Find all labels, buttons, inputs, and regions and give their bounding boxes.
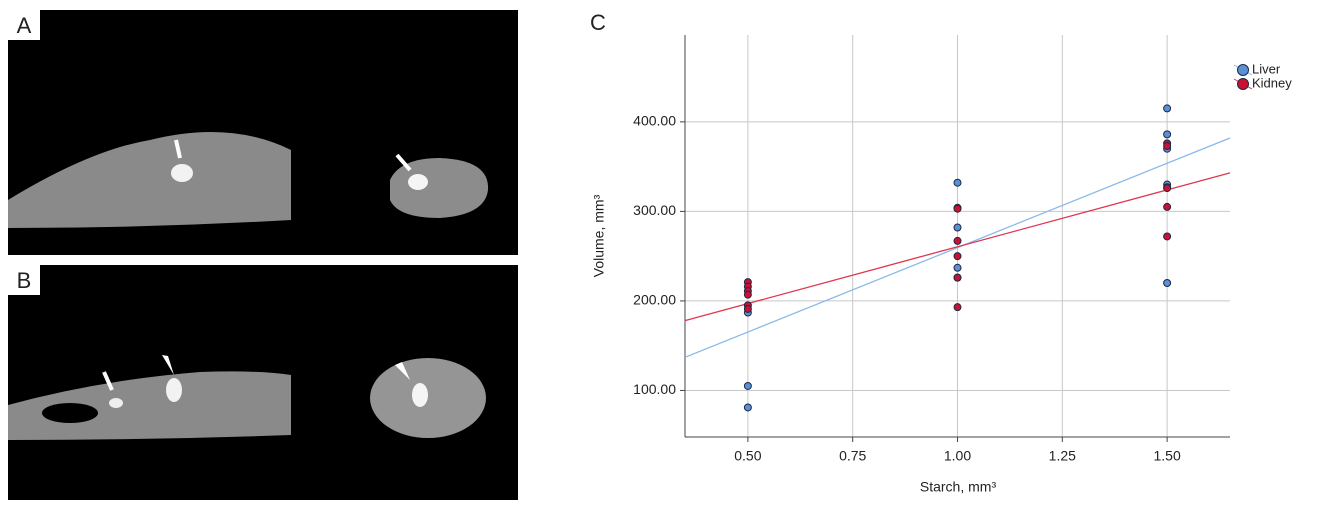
- point: [953, 273, 962, 282]
- x-tick-label: 0.50: [734, 448, 761, 464]
- panel-label: C: [590, 10, 606, 35]
- point: [953, 223, 962, 232]
- legend-marker: [1237, 64, 1249, 76]
- ct-image: A: [8, 10, 518, 255]
- point: [953, 178, 962, 187]
- y-axis-label: Volume, mm³: [591, 194, 607, 277]
- point: [743, 290, 752, 299]
- point: [953, 263, 962, 272]
- panel-label: B: [17, 268, 32, 293]
- legend-label: Liver: [1252, 61, 1281, 76]
- point: [953, 252, 962, 261]
- ct-image: B: [8, 265, 518, 500]
- point: [1163, 142, 1172, 151]
- y-tick-label: 400.00: [633, 113, 676, 129]
- y-tick-label: 100.00: [633, 381, 676, 397]
- point: [953, 236, 962, 245]
- y-tick-label: 200.00: [633, 292, 676, 308]
- x-tick-label: 1.25: [1049, 448, 1076, 464]
- point: [743, 403, 752, 412]
- x-tick-label: 1.50: [1153, 448, 1180, 464]
- point: [1163, 184, 1172, 193]
- y-tick-label: 300.00: [633, 202, 676, 218]
- fit-line: [684, 172, 1231, 322]
- x-axis-label: Starch, mm³: [920, 479, 997, 495]
- x-tick-label: 0.75: [839, 448, 866, 464]
- point: [743, 304, 752, 313]
- legend-marker: [1237, 78, 1249, 90]
- point: [953, 303, 962, 312]
- point: [1163, 202, 1172, 211]
- point: [953, 204, 962, 213]
- panel-label: A: [17, 13, 32, 38]
- point: [743, 381, 752, 390]
- point: [1163, 279, 1172, 288]
- x-tick-label: 1.00: [944, 448, 971, 464]
- fit-line: [684, 137, 1231, 358]
- point: [1163, 104, 1172, 113]
- legend-label: Kidney: [1252, 75, 1292, 90]
- point: [1163, 130, 1172, 139]
- point: [1163, 232, 1172, 241]
